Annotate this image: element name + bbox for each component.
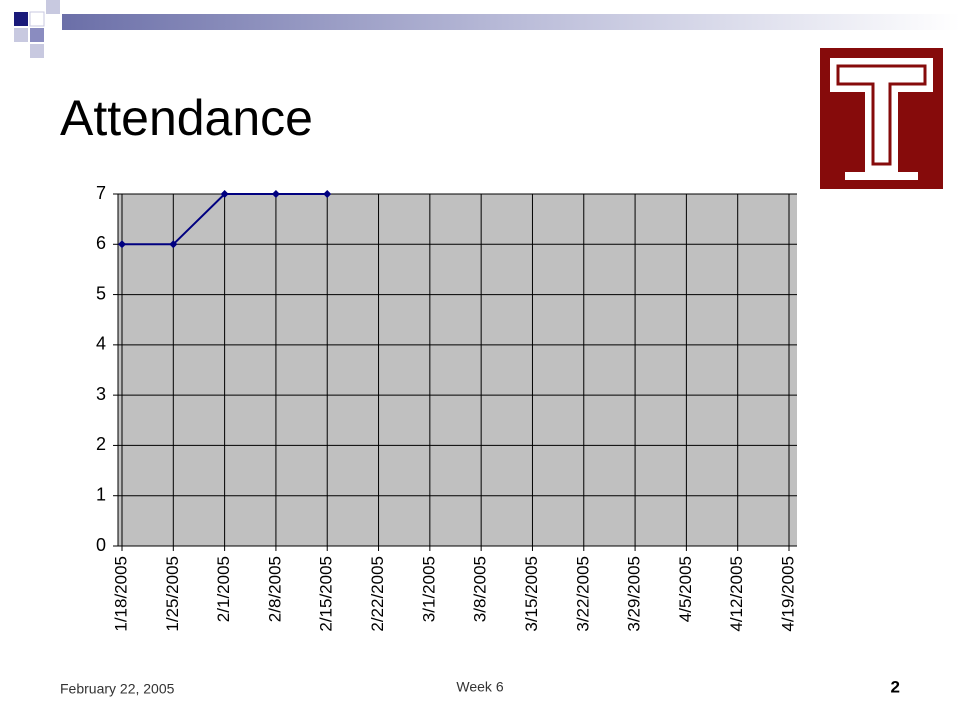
footer-center: Week 6 (456, 679, 503, 695)
x-tick-label: 3/15/2005 (522, 556, 541, 632)
x-tick-label: 2/8/2005 (265, 556, 284, 622)
data-point (271, 190, 280, 198)
footer-date: February 22, 2005 (60, 681, 175, 697)
decoration (14, 0, 960, 58)
y-tick-label: 3 (96, 384, 106, 404)
plot-area (118, 194, 797, 546)
x-tick-label: 1/18/2005 (111, 556, 130, 632)
data-point (118, 240, 126, 249)
data-point (323, 190, 332, 198)
logo (820, 48, 943, 189)
data-point (169, 240, 178, 249)
y-tick-label: 0 (96, 535, 106, 555)
x-tick-label: 2/22/2005 (368, 556, 387, 632)
y-tick-label: 7 (96, 183, 106, 203)
y-tick-label: 1 (96, 484, 106, 504)
x-tick-label: 3/1/2005 (419, 556, 438, 622)
x-tick-label: 4/19/2005 (778, 556, 797, 632)
x-tick-label: 3/29/2005 (625, 556, 644, 632)
x-tick-label: 4/12/2005 (727, 556, 746, 632)
y-tick-label: 2 (96, 434, 106, 454)
page-number: 2 (891, 677, 900, 696)
x-tick-label: 4/5/2005 (676, 556, 695, 622)
x-tick-label: 3/22/2005 (573, 556, 592, 632)
y-tick-label: 4 (96, 334, 106, 354)
chart: 0 1 2 3 4 5 6 7 1/18/2005 1/25/2005 2/1/2005 2/8/20… (96, 183, 798, 632)
y-tick-label: 5 (96, 283, 106, 303)
x-tick-label: 2/15/2005 (317, 556, 336, 632)
y-tick-label: 6 (96, 233, 106, 253)
data-point (220, 190, 229, 198)
x-tick-label: 3/8/2005 (471, 556, 490, 622)
slide-title: Attendance (60, 90, 313, 146)
x-tick-label: 2/1/2005 (214, 556, 233, 622)
x-tick-label: 1/25/2005 (163, 556, 182, 632)
